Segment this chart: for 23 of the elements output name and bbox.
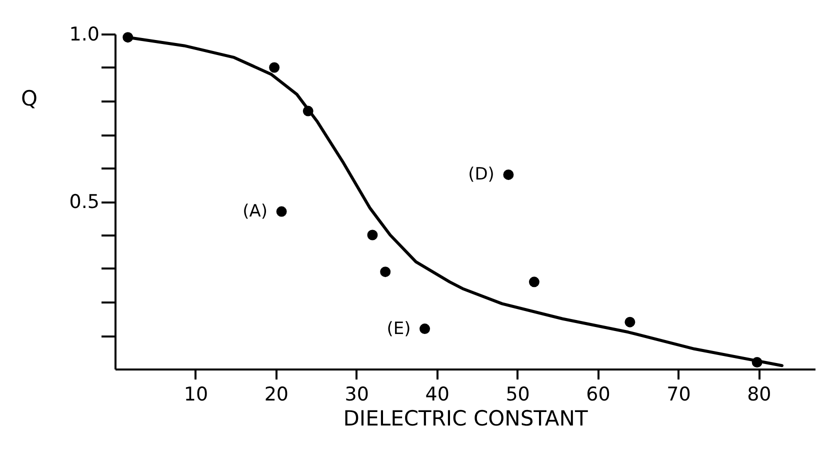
y-axis-title: Q (21, 86, 38, 110)
x-tick-label: 20 (264, 384, 289, 406)
x-axis-title: DIELECTRIC CONSTANT (343, 406, 588, 430)
point (624, 316, 636, 328)
point (420, 324, 430, 334)
x-tick-label: 80 (747, 384, 772, 406)
point (380, 266, 391, 278)
y-tick-label: 0.5 (69, 191, 100, 213)
point (269, 62, 280, 73)
annotation: (D) (468, 164, 494, 185)
y-tick-label: 1.0 (69, 24, 100, 46)
point (503, 169, 514, 180)
annotation: (A) (242, 202, 268, 222)
x-tick-label: 10 (184, 384, 208, 406)
annotation: (E) (386, 318, 411, 339)
x-tick-label: 70 (666, 384, 691, 406)
x-tick-label: 30 (344, 384, 369, 406)
x-tick-label: 40 (425, 384, 450, 406)
point (276, 206, 287, 217)
x-tick-label: 50 (506, 384, 530, 406)
x-tick-label: 60 (586, 384, 610, 406)
point (528, 276, 540, 288)
point (367, 230, 378, 240)
